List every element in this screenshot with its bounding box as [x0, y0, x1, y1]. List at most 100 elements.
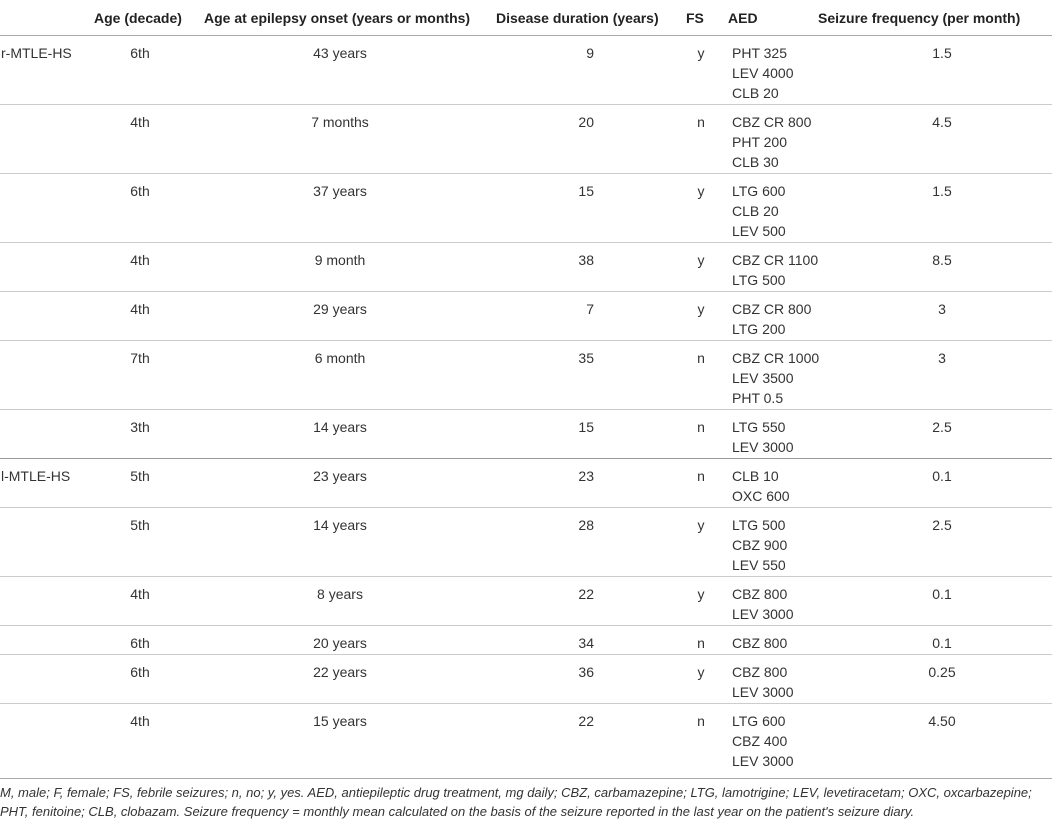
group-label: r-MTLE-HS — [1, 45, 72, 61]
aed-cell: LTG 550 LEV 3000 — [722, 409, 808, 459]
aed-line: LEV 4000 — [732, 65, 794, 81]
column-header: Age (decade) — [88, 0, 198, 36]
frequency-cell: 0.1 — [808, 458, 1052, 508]
aed-line: LTG 600 — [732, 183, 786, 199]
aed-line: PHT 0.5 — [732, 390, 784, 406]
column-header: Age at epilepsy onset (years or months) — [198, 0, 490, 36]
fs-cell: n — [680, 458, 722, 508]
column-header: Seizure frequency (per month) — [808, 0, 1052, 36]
onset-cell: 43 years — [313, 45, 367, 61]
aed-line: LTG 500 — [732, 272, 786, 288]
column-header: Disease duration (years) — [490, 0, 680, 36]
fs-cell: y — [680, 654, 722, 704]
aed-line: CLB 30 — [732, 154, 779, 170]
decade-cell: 6th — [88, 625, 198, 655]
header-cell — [0, 0, 88, 36]
aed-line: LTG 500 — [732, 517, 786, 533]
aed-cell: LTG 600 CBZ 400 LEV 3000 — [722, 703, 808, 779]
empty-cell — [0, 409, 88, 459]
onset-cell: 14 years — [198, 409, 490, 459]
decade-cell: 3th — [88, 409, 198, 459]
decade-cell: 6th — [88, 173, 198, 243]
aed-line: LEV 3000 — [732, 684, 794, 700]
duration-cell: 38 — [490, 242, 680, 292]
frequency-cell: 2.5 — [808, 507, 1052, 577]
fs-cell: n — [680, 340, 722, 410]
frequency-cell: 2.5 — [808, 409, 1052, 459]
duration-cell: 35 — [490, 340, 680, 410]
duration-cell: 7 — [490, 291, 680, 341]
fs-cell: y — [680, 173, 722, 243]
column-header: FS — [680, 0, 722, 36]
frequency-cell: 3 — [808, 340, 1052, 410]
aed-cell: CLB 10 OXC 600 — [722, 458, 808, 508]
aed-line: CBZ CR 800 — [732, 301, 812, 317]
aed-line: CBZ 800 — [732, 586, 788, 602]
aed-line: CBZ CR 1100 — [732, 252, 819, 268]
table-row: 3th 14 years 15 n LTG 550 LEV 3000 2.5 — [0, 409, 1052, 459]
onset-cell: 6 month — [198, 340, 490, 410]
frequency-cell: 1.5 — [932, 45, 952, 61]
aed-cell: LTG 500 CBZ 900 LEV 550 — [722, 507, 808, 577]
aed-cell: CBZ CR 800 PHT 200 CLB 30 — [722, 104, 811, 174]
aed-line: LTG 550 — [732, 419, 786, 435]
frequency-cell: 3 — [808, 291, 1052, 341]
table-row: 7th 6 month 35 n CBZ CR 1000 LEV 3500 PHT 0.5 3 — [0, 340, 1052, 410]
onset-cell: 22 years — [198, 654, 490, 704]
onset-cell: 29 years — [198, 291, 490, 341]
aed-line: CLB 20 — [732, 85, 779, 101]
duration-cell: 9 — [586, 45, 594, 61]
aed-line: CLB 20 — [732, 203, 779, 219]
onset-cell: 15 years — [198, 703, 490, 779]
aed-cell: LTG 600 CLB 20 LEV 500 — [722, 173, 808, 243]
table-row: 6th 22 years 36 y CBZ 800 LEV 3000 0.25 — [0, 654, 1052, 704]
onset-cell: 23 years — [198, 458, 490, 508]
fs-cell: y — [697, 45, 705, 61]
aed-line: LEV 3000 — [732, 439, 794, 455]
aed-line: LEV 550 — [732, 557, 786, 573]
frequency-cell: 8.5 — [808, 242, 1052, 292]
decade-cell: 5th — [88, 507, 198, 577]
empty-cell — [0, 703, 88, 779]
frequency-cell: 0.1 — [808, 625, 1052, 655]
aed-line: LEV 500 — [732, 223, 786, 239]
empty-cell — [0, 625, 88, 655]
fs-cell: y — [680, 507, 722, 577]
fs-cell: y — [680, 242, 722, 292]
table-row: 6th 37 years 15 y LTG 600 CLB 20 LEV 500 1.5 — [0, 173, 1052, 243]
onset-cell: 37 years — [198, 173, 490, 243]
aed-cell: CBZ CR 1000 LEV 3500 PHT 0.5 — [722, 340, 819, 410]
duration-cell: 22 — [490, 576, 680, 626]
empty-cell — [0, 242, 88, 292]
table-row: 4th 15 years 22 n LTG 600 CBZ 400 LEV 3000 4.50 — [0, 703, 1052, 779]
fs-cell: n — [680, 409, 722, 459]
duration-cell: 23 — [490, 458, 680, 508]
aed-cell: CBZ CR 800 LTG 200 — [722, 291, 812, 341]
frequency-cell: 0.1 — [808, 576, 1052, 626]
duration-cell: 34 — [490, 625, 680, 655]
frequency-cell: 1.5 — [808, 173, 1052, 243]
empty-cell — [0, 104, 88, 174]
aed-line: LEV 3000 — [732, 606, 794, 622]
empty-cell — [0, 507, 88, 577]
aed-line: LEV 3500 — [732, 370, 794, 386]
aed-line: OXC 600 — [732, 488, 790, 504]
empty-cell — [0, 173, 88, 243]
table-row: r-MTLE-HS 6th 43 years 9 y PHT 325 LEV 4000 CLB… — [0, 36, 1052, 105]
aed-cell: CBZ 800 LEV 3000 — [722, 576, 808, 626]
aed-line: LTG 600 — [732, 713, 786, 729]
duration-cell: 22 — [490, 703, 680, 779]
aed-cell: PHT 325 LEV 4000 CLB 20 — [722, 36, 808, 105]
table-body: r-MTLE-HS 6th 43 years 9 y PHT 325 LEV 4000 CLB… — [0, 36, 1052, 779]
fs-cell: n — [680, 104, 722, 174]
onset-cell: 14 years — [198, 507, 490, 577]
column-header: AED — [722, 0, 808, 36]
header-row: Age (decade) Age at epilepsy onset (years… — [0, 0, 1052, 36]
table-row: 4th 7 months 20 n CBZ CR 800 PHT 200 CLB 30 4.5 — [0, 104, 1052, 174]
onset-cell: 7 months — [198, 104, 490, 174]
duration-cell: 20 — [490, 104, 680, 174]
aed-line: PHT 200 — [732, 134, 787, 150]
table-row: 4th 9 month 38 y CBZ CR 1100 LTG 500 8.5 — [0, 242, 1052, 292]
frequency-cell: 4.50 — [808, 703, 1052, 779]
